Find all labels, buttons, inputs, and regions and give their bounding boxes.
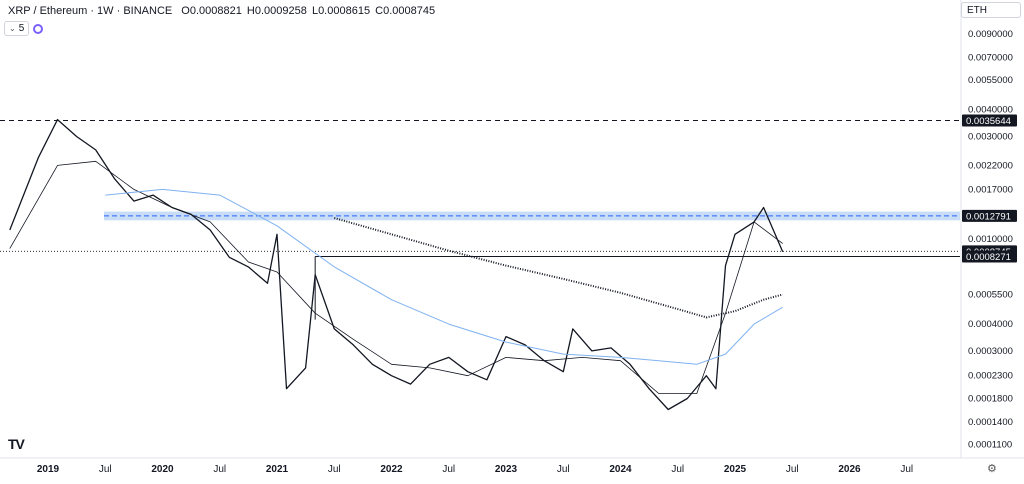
close-value: 0.0008745 xyxy=(383,5,436,17)
indicator-toggle-button[interactable]: ⌄ 5 xyxy=(4,21,30,36)
price-line xyxy=(9,118,784,411)
price-label-level-bg xyxy=(962,114,1017,127)
ma-long-dotted-line xyxy=(334,217,783,319)
symbol-title[interactable]: XRP / Ethereum · 1W · BINANCE xyxy=(8,5,173,17)
y-tick-label: 0.0001400 xyxy=(968,417,1013,428)
low-key: L xyxy=(311,5,319,17)
price-label-zone: 0.0012791 xyxy=(966,211,1011,222)
y-tick-label: 0.0001100 xyxy=(968,439,1012,450)
high-value: 0.0009258 xyxy=(254,5,307,17)
x-tick-label: 2023 xyxy=(495,464,518,475)
price-label-level: 0.0035644 xyxy=(966,116,1011,127)
y-tick-label: 0.0090000 xyxy=(968,29,1013,40)
y-tick-label: 0.0004000 xyxy=(968,319,1013,330)
tv-logo[interactable]: TV xyxy=(8,436,25,452)
x-tick-label: 2019 xyxy=(37,464,60,475)
x-tick-label: Jul xyxy=(557,464,570,475)
x-tick-label: 2024 xyxy=(609,464,632,475)
y-tick-label: 0.0022000 xyxy=(968,160,1013,171)
x-tick-label: Jul xyxy=(213,464,226,475)
y-tick-label: 0.0002300 xyxy=(968,371,1013,382)
x-tick-label: 2025 xyxy=(724,464,747,475)
x-tick-label: Jul xyxy=(900,464,913,475)
x-tick-label: Jul xyxy=(442,464,455,475)
y-tick-label: 0.0005500 xyxy=(968,289,1013,300)
x-tick-label: 2020 xyxy=(151,464,174,475)
y-tick-label: 0.0003000 xyxy=(968,346,1013,357)
y-tick-label: 0.0010000 xyxy=(968,234,1013,245)
chart-legend: XRP / Ethereum · 1W · BINANCE O0.0008821… xyxy=(8,5,437,17)
currency-button[interactable]: ETH xyxy=(961,2,1021,18)
gear-icon[interactable]: ⚙ xyxy=(987,463,997,475)
high-key: H xyxy=(246,5,255,17)
loading-circle-icon xyxy=(33,23,44,34)
y-tick-label: 0.0040000 xyxy=(968,105,1013,116)
chevron-down-icon: ⌄ xyxy=(9,24,16,33)
x-tick-label: Jul xyxy=(328,464,341,475)
x-tick-label: Jul xyxy=(671,464,684,475)
y-tick-label: 0.0030000 xyxy=(968,132,1013,143)
indicator-row: ⌄ 5 xyxy=(4,21,44,36)
ma-fast-line xyxy=(9,160,783,394)
y-tick-label: 0.0001800 xyxy=(968,393,1013,404)
y-tick-label: 0.0055000 xyxy=(968,75,1013,86)
price-label-support-bg xyxy=(962,250,1017,263)
price-label-zone-bg xyxy=(962,209,1017,222)
y-tick-label: 0.0070000 xyxy=(968,53,1013,64)
x-tick-label: Jul xyxy=(786,464,799,475)
x-tick-label: 2022 xyxy=(380,464,403,475)
open-value: 0.0008821 xyxy=(189,5,242,17)
open-key: O xyxy=(181,5,190,17)
x-tick-label: Jul xyxy=(99,464,112,475)
low-value: 0.0008615 xyxy=(318,5,371,17)
close-key: C xyxy=(375,5,384,17)
ohlc-values: O0.0008821 H0.0009258 L0.0008615 C0.0008… xyxy=(181,5,437,17)
price-label-support: 0.0008271 xyxy=(966,252,1011,263)
x-tick-label: 2021 xyxy=(266,464,289,475)
indicator-count: 5 xyxy=(18,23,25,34)
x-tick-label: 2026 xyxy=(838,464,861,475)
ma-slow-line xyxy=(105,188,783,365)
y-tick-label: 0.0017000 xyxy=(968,184,1013,195)
